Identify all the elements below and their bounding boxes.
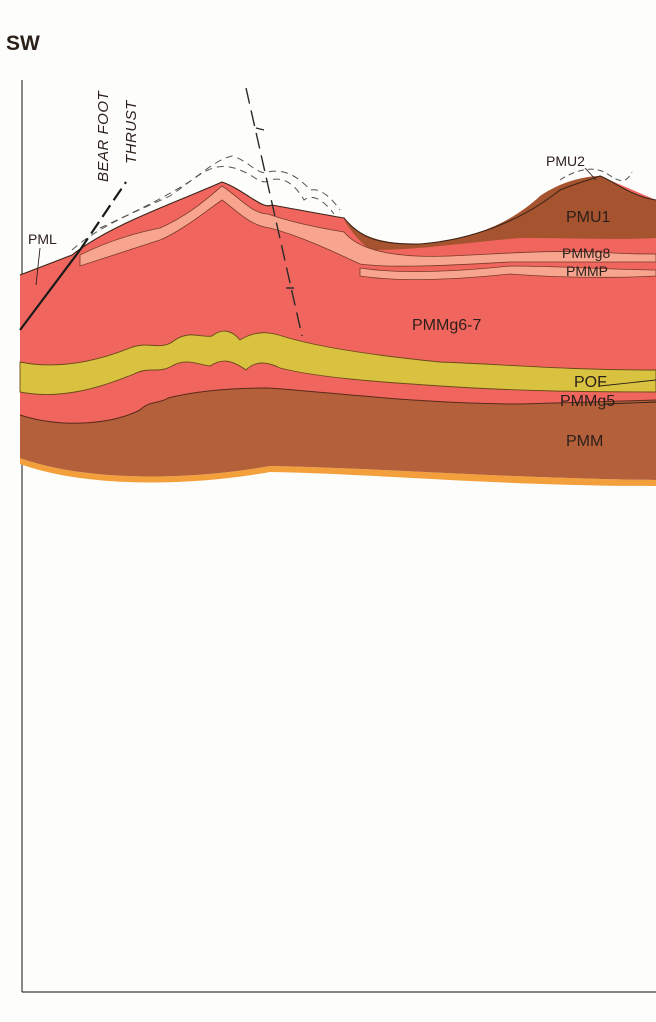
band-pmmg8 [79, 185, 656, 267]
contact-pmmg5-pmm [19, 387, 656, 424]
base-fringe [20, 458, 656, 486]
layer-pmu1 [344, 176, 656, 250]
fault-label-line2: THRUST [123, 99, 140, 164]
leader-pmu2 [584, 167, 597, 181]
band-pmmp [359, 265, 656, 281]
layer-pmm [20, 388, 656, 480]
normal-fault-dashed [245, 87, 303, 337]
fault-label-line1: BEAR FOOT [95, 89, 112, 182]
layer-pof [19, 330, 656, 395]
eroded-bed-2 [99, 165, 335, 229]
unit-label-pmu2: PMU2 [546, 153, 585, 169]
fault-tick-upper [255, 127, 265, 131]
unit-label-pmm: PMM [566, 433, 603, 450]
orientation-label: SW [6, 32, 40, 55]
leader-pof [599, 379, 656, 387]
unit-label-pmmg8: PMMg8 [562, 245, 610, 261]
bear-foot-thrust-dashed [79, 181, 127, 251]
leader-pml [35, 247, 41, 286]
eroded-bed-pmu2 [559, 168, 633, 182]
unit-label-pmmg6-7: PMMg6-7 [412, 317, 481, 334]
bear-foot-thrust-solid [19, 249, 81, 331]
unit-label-pmmg5: PMMg5 [560, 393, 615, 410]
contact-ground-surface [19, 175, 656, 276]
unit-label-pmmp: PMMP [566, 263, 608, 279]
eroded-bed-1 [71, 155, 341, 251]
leader-pmmg5 [603, 401, 656, 405]
unit-label-pml: PML [28, 231, 57, 247]
unit-label-pmu1: PMU1 [566, 209, 611, 226]
unit-label-pof: POF [574, 374, 607, 391]
